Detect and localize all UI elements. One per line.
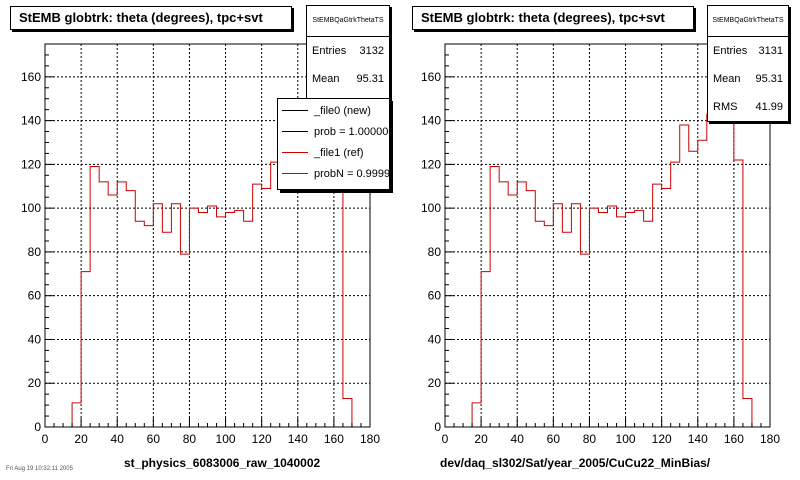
x-tick-label: 0	[42, 432, 49, 446]
right-x-axis-title: dev/daq_sl302/Sat/year_2005/CuCu22_MinBi…	[440, 456, 711, 470]
right-stats-mean-value: 95.31	[755, 73, 783, 85]
y-tick-label: 120	[21, 157, 41, 171]
left-legend-entries: _file0 (new) prob = 1.000000 _file1 (ref) p…	[278, 99, 389, 184]
left-stats-box: StEMBQaGtrkThetaTS Entries 3132 Mean 95.…	[306, 5, 390, 101]
x-tick-label: 180	[360, 432, 380, 446]
x-tick-label: 60	[147, 432, 161, 446]
right-stats-name: StEMBQaGtrkThetaTS	[708, 6, 788, 37]
y-tick-label: 80	[428, 245, 442, 259]
footer-note: Fri Aug 19 10:32:11 2005	[6, 466, 73, 472]
y-tick-label: 0	[434, 420, 441, 434]
left-stats-mean-value: 95.31	[356, 73, 384, 85]
x-tick-label: 140	[688, 432, 708, 446]
right-stats-rms-row: RMS 41.99	[708, 93, 788, 121]
right-stats-entries-label: Entries	[713, 45, 748, 57]
y-tick-label: 160	[421, 70, 441, 84]
legend-entry-label: _file0 (new)	[314, 104, 371, 117]
y-tick-label: 100	[21, 201, 41, 215]
legend-entry-label: probN = 0.99994	[314, 167, 390, 180]
y-tick-label: 80	[28, 245, 42, 259]
legend-line-sample	[282, 131, 308, 132]
legend-entry: prob = 1.000000	[278, 121, 389, 142]
x-tick-label: 120	[252, 432, 272, 446]
right-stats-box: StEMBQaGtrkThetaTS Entries 3131 Mean 95.…	[707, 5, 789, 122]
y-tick-label: 60	[28, 289, 42, 303]
x-tick-label: 140	[288, 432, 308, 446]
x-tick-label: 80	[183, 432, 197, 446]
x-tick-label: 60	[547, 432, 561, 446]
legend-line-sample	[282, 152, 308, 153]
right-stats-entries-value: 3131	[758, 45, 783, 57]
x-tick-label: 0	[442, 432, 449, 446]
legend-entry: _file0 (new)	[278, 100, 389, 121]
left-stats-entries-row: Entries 3132	[307, 37, 389, 65]
right-stats-rms-value: 41.99	[755, 101, 783, 113]
left-stats-mean-row: Mean 95.31	[307, 65, 389, 93]
y-tick-label: 140	[421, 114, 441, 128]
x-tick-label: 20	[474, 432, 488, 446]
right-stats-rms-label: RMS	[713, 101, 738, 113]
x-tick-label: 80	[583, 432, 597, 446]
legend-entry-label: prob = 1.000000	[314, 125, 390, 138]
x-tick-label: 160	[324, 432, 344, 446]
y-tick-label: 0	[34, 420, 41, 434]
y-tick-label: 40	[428, 332, 442, 346]
y-tick-label: 20	[28, 376, 42, 390]
y-tick-label: 100	[421, 201, 441, 215]
x-tick-label: 180	[760, 432, 780, 446]
left-stats-name: StEMBQaGtrkThetaTS	[307, 6, 389, 37]
legend-entry: probN = 0.99994	[278, 163, 389, 184]
legend-entry-label: _file1 (ref)	[314, 146, 364, 159]
left-legend-box: _file0 (new) prob = 1.000000 _file1 (ref) p…	[277, 98, 390, 190]
left-stats-entries-value: 3132	[359, 45, 384, 57]
left-stats-mean-label: Mean	[312, 73, 340, 85]
right-stats-mean-row: Mean 95.31	[708, 65, 788, 93]
y-tick-label: 120	[421, 157, 441, 171]
y-tick-label: 60	[428, 289, 442, 303]
legend-line-sample	[282, 173, 308, 174]
left-histogram-pane: 0 20 40 60 80 100 120 140 160 180 0 20 40 60 80 100 120 1…	[0, 0, 395, 480]
legend-entry: _file1 (ref)	[278, 142, 389, 163]
right-stats-entries-row: Entries 3131	[708, 37, 788, 65]
y-tick-label: 20	[428, 376, 442, 390]
left-x-axis-title: st_physics_6083006_raw_1040002	[124, 456, 321, 470]
left-stats-entries-label: Entries	[312, 45, 347, 57]
right-histogram-title: StEMB globtrk: theta (degrees), tpc+svt	[412, 6, 694, 30]
right-stats-mean-label: Mean	[713, 73, 741, 85]
right-histogram-pane: 0 20 40 60 80 100 120 140 160 180 0 20 40 60 80 100 120 1…	[400, 0, 795, 480]
x-tick-label: 40	[111, 432, 125, 446]
x-tick-label: 20	[74, 432, 88, 446]
legend-line-sample	[282, 110, 308, 111]
x-tick-label: 40	[511, 432, 525, 446]
x-tick-label: 100	[216, 432, 236, 446]
x-tick-label: 160	[724, 432, 744, 446]
x-tick-label: 100	[616, 432, 636, 446]
y-tick-label: 40	[28, 332, 42, 346]
x-tick-label: 120	[652, 432, 672, 446]
y-tick-label: 140	[21, 114, 41, 128]
y-tick-label: 160	[21, 70, 41, 84]
left-histogram-title: StEMB globtrk: theta (degrees), tpc+svt	[10, 6, 292, 30]
